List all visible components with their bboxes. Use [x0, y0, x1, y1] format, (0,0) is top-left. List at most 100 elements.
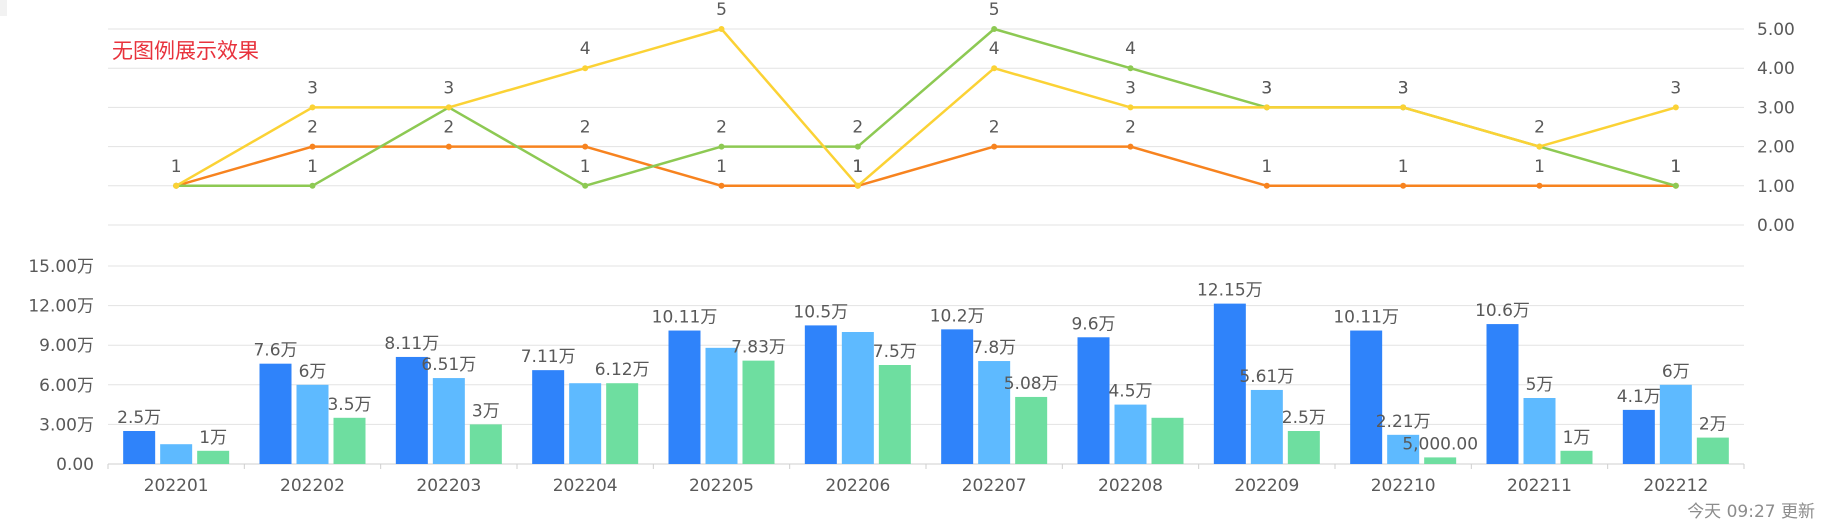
line-point [718, 26, 725, 32]
line-point [718, 143, 725, 150]
line-series-orange [175, 145, 1676, 188]
x-tick-label: 202210 [1371, 476, 1436, 496]
bar-data-label: 10.5万 [793, 302, 848, 322]
line-point [854, 143, 861, 150]
bar-lightblue [1114, 404, 1147, 464]
bar-data-label: 2万 [1699, 415, 1727, 435]
line-data-label: 4 [1125, 39, 1136, 59]
line-data-label: 3 [1398, 78, 1409, 98]
line-y-tick-label: 2.00 [1757, 138, 1795, 158]
line-data-label: 4 [989, 39, 1000, 59]
bar-y-tick-label: 9.00万 [39, 336, 94, 356]
window-edge [0, 0, 7, 16]
bar-green [1151, 417, 1184, 464]
bar-data-label: 7.11万 [521, 347, 576, 367]
line-point [445, 104, 452, 111]
bar-data-label: 5.08万 [1004, 374, 1059, 394]
line-point [445, 143, 452, 150]
bar-data-label: 10.11万 [1333, 308, 1399, 328]
line-data-label: 3 [443, 78, 454, 98]
bar-green [742, 360, 775, 464]
bar-green [333, 417, 366, 464]
line-data-label: 1 [1398, 157, 1409, 177]
x-tick-label: 202202 [280, 476, 345, 496]
bar-blue [941, 329, 974, 464]
bar-blue [668, 330, 701, 464]
bar-data-label: 3万 [472, 401, 500, 421]
line-point [718, 182, 725, 189]
bar-data-label: 9.6万 [1071, 314, 1115, 334]
line-point [582, 65, 589, 72]
line-data-label: 1 [1261, 157, 1272, 177]
bar-lightblue [1250, 389, 1283, 464]
x-tick-label: 202201 [144, 476, 209, 496]
bar-blue [1077, 337, 1110, 464]
line-data-label: 1 [852, 157, 863, 177]
line-data-label: 1 [307, 157, 318, 177]
bar-data-label: 10.2万 [930, 306, 985, 326]
x-tick-label: 202209 [1234, 476, 1299, 496]
bar-blue [532, 370, 565, 464]
line-point [1672, 104, 1679, 111]
bar-blue [1622, 409, 1655, 464]
bar-y-tick-label: 15.00万 [28, 257, 94, 277]
line-data-label: 3 [1261, 78, 1272, 98]
line-point [1127, 104, 1134, 111]
bar-lightblue [569, 383, 602, 464]
bar-y-tick-label: 6.00万 [39, 376, 94, 396]
line-point [1400, 104, 1407, 111]
bar-y-tick-label: 12.00万 [28, 297, 94, 317]
x-tick-label: 202207 [962, 476, 1027, 496]
x-tick-label: 202204 [553, 476, 618, 496]
bar-lightblue [841, 332, 874, 464]
x-tick-label: 202203 [416, 476, 481, 496]
chart-note: 无图例展示效果 [112, 39, 259, 63]
bar-lightblue [296, 384, 329, 464]
line-point [1672, 182, 1679, 189]
bar-green [1287, 431, 1320, 464]
bar-green [1696, 437, 1729, 464]
line-point [991, 65, 998, 72]
line-data-label: 5 [989, 0, 1000, 20]
bar-data-label: 6万 [1662, 362, 1690, 382]
update-timestamp: 今天 09:27 更新 [1687, 502, 1815, 522]
line-point [1400, 182, 1407, 189]
line-data-label: 1 [171, 157, 182, 177]
bar-green [197, 450, 230, 464]
bar-data-label: 6万 [299, 362, 327, 382]
line-data-label: 2 [1125, 118, 1136, 138]
line-data-label: 1 [1670, 157, 1681, 177]
line-point [1263, 182, 1270, 189]
bar-lightblue [1659, 384, 1692, 464]
bar-lightblue [160, 444, 193, 464]
bar-data-label: 2.21万 [1376, 412, 1431, 432]
line-point [582, 182, 589, 189]
line-data-label: 3 [1125, 78, 1136, 98]
line-point [991, 143, 998, 150]
bar-data-label: 5.61万 [1239, 367, 1294, 387]
bar-data-label: 10.11万 [652, 308, 718, 328]
bar-data-label: 7.83万 [731, 338, 786, 358]
bar-data-label: 10.6万 [1475, 301, 1530, 321]
bar-blue [804, 325, 837, 464]
line-point [582, 143, 589, 150]
bar-blue [259, 363, 292, 464]
bar-data-label: 1万 [199, 428, 227, 448]
bar-green [1560, 450, 1593, 464]
line-point [1127, 65, 1134, 72]
line-data-label: 3 [1670, 78, 1681, 98]
bar-green [469, 424, 502, 464]
line-data-label: 2 [1534, 118, 1545, 138]
bar-data-label: 6.51万 [421, 355, 476, 375]
bar-data-label: 7.6万 [253, 341, 297, 361]
line-data-label: 1 [716, 157, 727, 177]
line-y-tick-label: 3.00 [1757, 98, 1795, 118]
line-data-label: 3 [307, 78, 318, 98]
x-tick-label: 202205 [689, 476, 754, 496]
bar-blue [1213, 303, 1246, 464]
line-data-label: 5 [716, 0, 727, 20]
line-data-label: 3 [1398, 78, 1409, 98]
line-point [991, 26, 998, 32]
line-data-label: 4 [580, 39, 591, 59]
line-data-label: 1 [852, 157, 863, 177]
